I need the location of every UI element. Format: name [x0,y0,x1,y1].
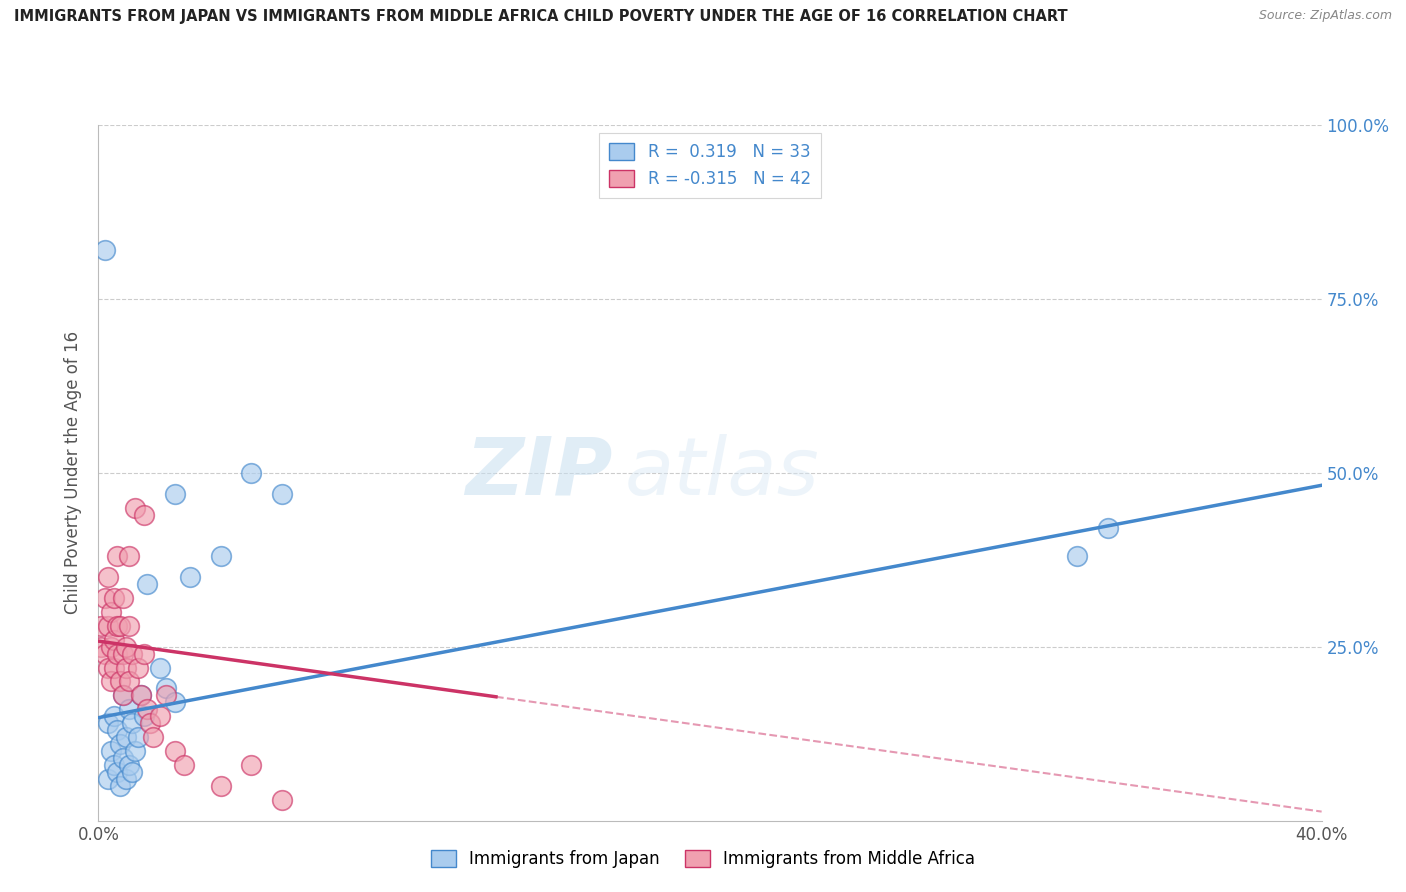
Point [105,549,128,564]
Point [115,640,138,654]
Point [179,570,201,584]
Point [149,709,172,723]
Point [100,744,122,758]
Point [108,737,131,751]
Point [124,744,146,758]
Legend: R =  0.319   N = 33, R = -0.315   N = 42: R = 0.319 N = 33, R = -0.315 N = 42 [599,133,821,198]
Point [1097,521,1119,535]
Point [118,758,141,772]
Point [163,486,186,500]
Point [105,619,128,633]
Point [103,758,125,772]
Point [97,772,120,786]
Point [103,660,125,674]
Point [103,632,125,647]
Point [100,674,122,689]
Point [111,647,134,661]
Point [240,466,263,480]
Point [118,702,141,716]
Point [108,619,131,633]
Point [209,779,232,793]
Point [118,549,141,564]
Point [115,660,138,674]
Point [118,619,141,633]
Point [134,647,156,661]
Point [105,764,128,779]
Point [115,772,138,786]
Point [240,758,263,772]
Point [105,647,128,661]
Point [118,674,141,689]
Point [97,619,120,633]
Point [136,577,159,591]
Point [111,751,134,765]
Point [209,549,232,564]
Point [155,689,177,703]
Point [108,779,131,793]
Text: ZIP: ZIP [465,434,612,512]
Text: Source: ZipAtlas.com: Source: ZipAtlas.com [1258,9,1392,22]
Point [127,730,149,744]
Point [163,744,186,758]
Point [100,605,122,619]
Text: atlas: atlas [624,434,820,512]
Point [1066,549,1088,564]
Point [270,793,292,807]
Point [163,695,186,709]
Point [270,486,292,500]
Point [121,764,143,779]
Point [100,640,122,654]
Point [149,660,172,674]
Point [108,674,131,689]
Point [93,591,115,605]
Point [124,500,146,515]
Point [103,709,125,723]
Point [173,758,195,772]
Text: IMMIGRANTS FROM JAPAN VS IMMIGRANTS FROM MIDDLE AFRICA CHILD POVERTY UNDER THE A: IMMIGRANTS FROM JAPAN VS IMMIGRANTS FROM… [14,9,1067,24]
Point [93,243,115,257]
Point [134,508,156,522]
Point [105,723,128,738]
Point [136,702,159,716]
Point [121,647,143,661]
Point [111,591,134,605]
Point [127,660,149,674]
Point [90,640,112,654]
Point [134,709,156,723]
Point [97,570,120,584]
Point [129,689,152,703]
Point [129,689,152,703]
Y-axis label: Child Poverty Under the Age of 16: Child Poverty Under the Age of 16 [65,331,83,615]
Point [111,689,134,703]
Point [111,689,134,703]
Point [93,647,115,661]
Point [97,716,120,731]
Point [90,619,112,633]
Point [142,730,165,744]
Point [103,591,125,605]
Point [155,681,177,696]
Point [139,716,162,731]
Point [97,660,120,674]
Legend: Immigrants from Japan, Immigrants from Middle Africa: Immigrants from Japan, Immigrants from M… [425,843,981,875]
Point [115,730,138,744]
Point [121,716,143,731]
